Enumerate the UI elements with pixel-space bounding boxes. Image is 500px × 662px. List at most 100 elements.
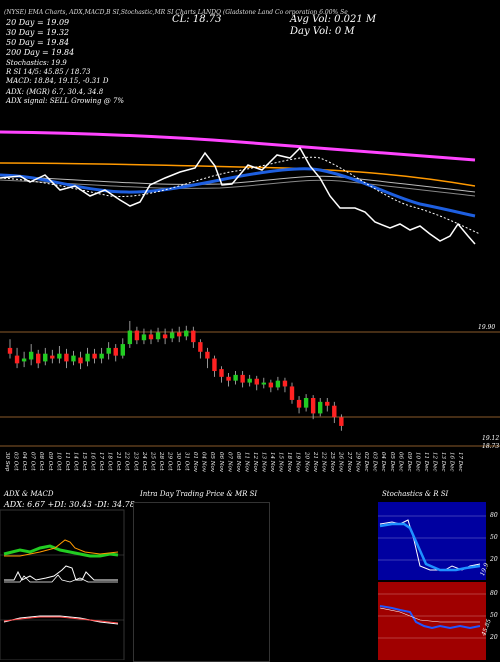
date-tick-label: 03 Oct <box>13 452 19 471</box>
candle-body <box>219 369 224 377</box>
date-tick-label: 15 Nov <box>278 452 284 473</box>
adx-minus-di-line <box>4 539 119 557</box>
date-tick-label: 24 Oct <box>141 451 147 471</box>
candle-body <box>169 332 175 339</box>
candle-body <box>282 380 288 387</box>
candle-body <box>148 334 154 340</box>
candle-body <box>36 353 41 364</box>
stoch-tick-80: 80 <box>490 512 498 519</box>
date-tick-label: 11 Nov <box>243 452 249 473</box>
candle-body <box>339 417 344 426</box>
candle-body <box>177 332 182 337</box>
date-tick-label: 06 Dec <box>397 452 403 472</box>
date-tick-label: 25 Oct <box>149 451 155 471</box>
date-tick-label: 10 Oct <box>55 452 61 471</box>
date-tick-label: 13 Dec <box>440 452 446 472</box>
date-tick-label: 02 Dec <box>363 452 369 472</box>
ema30-line <box>0 167 476 218</box>
adx-line-2 <box>4 574 118 583</box>
adx-label: ADX: (MGR) 6.7, 30.4, 34.8 <box>6 88 104 96</box>
candle-body <box>205 351 210 359</box>
candle-body <box>261 382 266 385</box>
candle-body <box>127 330 133 345</box>
date-tick-label: 23 Oct <box>132 451 138 471</box>
candle-body <box>50 355 55 359</box>
date-tick-label: 04 Nov <box>201 452 207 473</box>
date-tick-label: 04 Dec <box>380 452 386 472</box>
date-tick-label: 22 Nov <box>320 451 326 473</box>
candle-body <box>332 405 337 418</box>
candle-body <box>325 401 330 406</box>
date-tick-label: 16 Dec <box>449 452 455 472</box>
adx-signal-label: ADX signal: SELL Growing @ 7% <box>6 97 125 105</box>
rsi-line <box>379 605 481 630</box>
date-tick-label: 17 Oct <box>98 452 104 471</box>
candle-body <box>14 355 20 364</box>
date-tick-label: 10 Dec <box>414 452 420 472</box>
date-tick-label: 30 Sep <box>4 452 10 472</box>
candle-body <box>120 344 125 356</box>
candle-body <box>275 380 281 388</box>
close-price: CL: 18.73 <box>172 14 222 25</box>
candle-body <box>162 334 168 339</box>
date-tick-label: 18 Nov <box>286 452 292 473</box>
rsi-tick-20: 20 <box>490 634 498 641</box>
date-tick-label: 14 Oct <box>72 452 78 471</box>
date-tick-label: 08 Nov <box>235 452 241 473</box>
candle-body <box>21 358 27 362</box>
candle-body <box>78 357 83 364</box>
candle-body <box>303 398 309 408</box>
candle-body <box>64 353 69 362</box>
candle-body <box>106 347 111 354</box>
date-tick-label: 31 Oct <box>184 452 190 471</box>
candle-body <box>85 353 90 362</box>
candle-body <box>99 353 104 359</box>
candle-body <box>57 353 62 359</box>
candle-body <box>141 334 147 341</box>
stoch-tick-50: 50 <box>490 534 498 541</box>
date-tick-label: 25 Nov <box>329 451 335 473</box>
intraday-panel <box>133 502 270 662</box>
date-tick-label: 30 Oct <box>175 452 181 471</box>
avg-volume: Avg Vol: 0.021 M <box>290 14 377 25</box>
macd-signal-line <box>3 616 119 624</box>
date-tick-label: 22 Oct <box>124 451 130 471</box>
candle-body <box>198 342 203 352</box>
candle-body <box>289 386 295 400</box>
ema20-label: 20 Day = 19.09 <box>6 18 70 27</box>
rsi-tick-80: 80 <box>490 590 498 597</box>
candle-body <box>310 398 316 414</box>
candle-body <box>184 330 189 337</box>
intraday-panel-title: Intra Day Trading Price & MR SI <box>140 490 258 498</box>
candle-body <box>254 378 259 385</box>
date-tick-label: 28 Oct <box>158 451 164 471</box>
macd-line <box>3 615 119 625</box>
date-tick-label: 29 Oct <box>166 451 172 471</box>
ema30-label: 30 Day = 19.32 <box>6 28 70 37</box>
date-tick-label: 19 Nov <box>295 452 301 473</box>
candle-body <box>296 399 302 408</box>
date-tick-label: 17 Dec <box>457 452 463 472</box>
candle-body <box>92 353 97 359</box>
candle-body <box>113 347 118 356</box>
price-label-mid: 19.12 <box>482 435 500 442</box>
adx-plus-di-line <box>3 544 119 558</box>
candle-body <box>71 355 76 362</box>
stoch-tick-20: 20 <box>490 556 498 563</box>
date-tick-label: 29 Nov <box>355 451 361 473</box>
candle-body <box>268 382 274 388</box>
date-tick-label: 26 Nov <box>337 451 343 473</box>
date-tick-label: 13 Nov <box>261 452 267 473</box>
ema-grey-line <box>0 175 476 193</box>
rsi-line-2 <box>379 607 480 623</box>
candle-body <box>247 378 252 383</box>
stoch-d-line <box>379 522 481 572</box>
date-tick-label: 09 Dec <box>406 452 412 472</box>
date-tick-label: 05 Nov <box>209 452 215 473</box>
date-tick-label: 11 Dec <box>423 452 429 472</box>
date-tick-label: 21 Nov <box>312 451 318 473</box>
candle-body <box>318 401 323 414</box>
